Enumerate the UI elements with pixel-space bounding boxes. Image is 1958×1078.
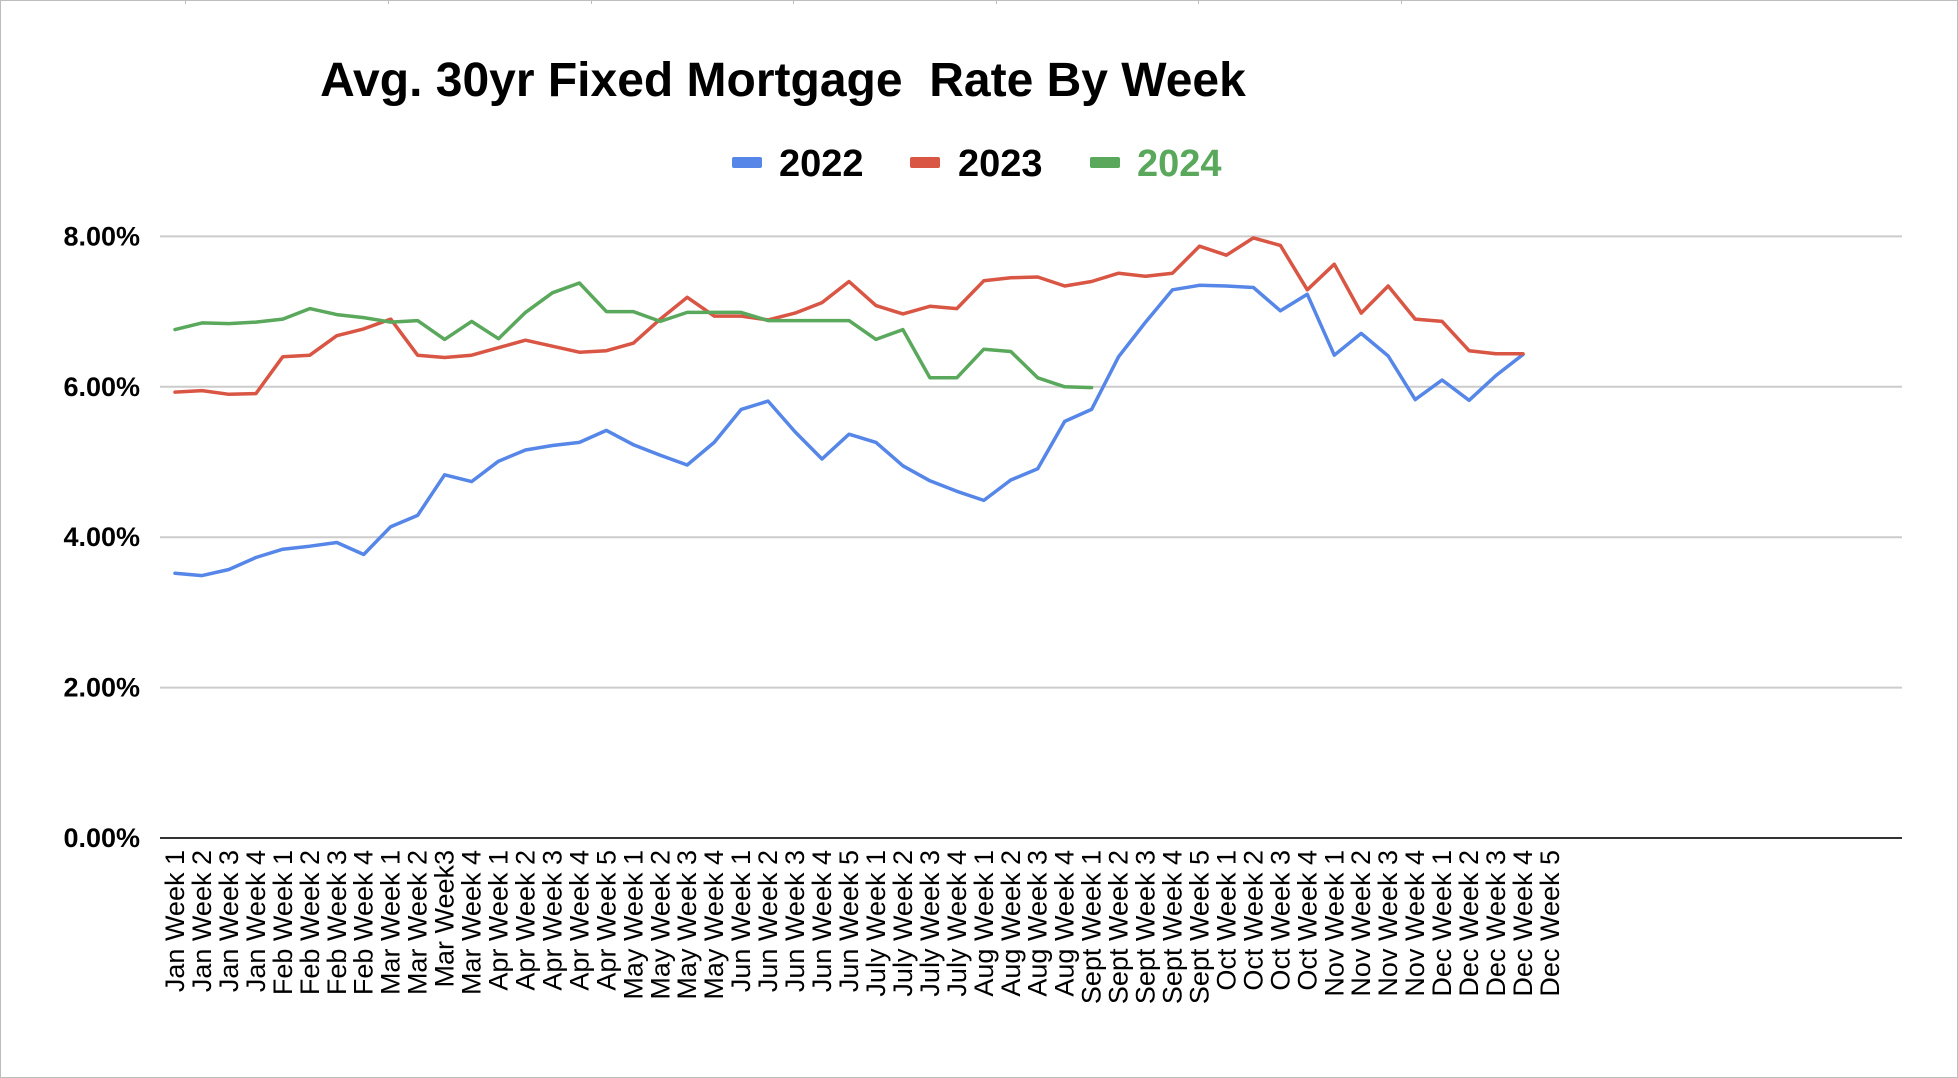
x-tick-label: Sept Week 3 <box>1131 850 1161 1004</box>
x-tick-label: Mar Week3 <box>430 850 460 988</box>
x-tick-label: Sept Week 1 <box>1077 850 1107 1004</box>
series-line-2023 <box>173 236 1525 397</box>
legend-swatch-2023 <box>910 157 940 168</box>
legend-label-2023: 2023 <box>958 143 1043 185</box>
x-tick-label: Feb Week 3 <box>322 850 352 995</box>
x-tick-label: July Week 3 <box>915 850 945 997</box>
x-tick-label: Nov Week 4 <box>1400 850 1430 997</box>
y-tick-label: 0.00% <box>63 823 140 853</box>
x-tick-label: Apr Week 3 <box>537 850 567 991</box>
x-tick-label: Jan Week 1 <box>160 850 190 992</box>
x-tick-label: Sept Week 4 <box>1158 850 1188 1004</box>
chart-legend: 2022 2023 2024 <box>732 143 1222 185</box>
x-tick-label: Nov Week 1 <box>1319 850 1349 997</box>
x-tick-label: Dec Week 1 <box>1427 850 1457 997</box>
x-tick-label: Jun Week 4 <box>807 850 837 992</box>
x-tick-label: Aug Week 1 <box>969 850 999 997</box>
x-tick-label: Mar Week 2 <box>403 850 433 995</box>
x-tick-label: Dec Week 5 <box>1535 850 1565 997</box>
x-tick-label: Apr Week 1 <box>484 850 514 991</box>
x-tick-label: Aug Week 4 <box>1050 850 1080 997</box>
x-tick-label: Feb Week 4 <box>349 850 379 995</box>
x-tick-label: May Week 2 <box>645 850 675 1000</box>
x-tick-label: Jan Week 2 <box>187 850 217 992</box>
x-tick-label: July Week 4 <box>942 850 972 997</box>
x-tick-label: Jun Week 3 <box>780 850 810 992</box>
legend-swatch-2022 <box>732 157 762 168</box>
x-tick-label: Aug Week 3 <box>1023 850 1053 997</box>
x-tick-label: Feb Week 2 <box>295 850 325 995</box>
chart-title: Avg. 30yr Fixed Mortgage Rate By Week <box>320 54 1246 107</box>
legend-label-2024: 2024 <box>1137 143 1222 185</box>
x-tick-label: Oct Week 1 <box>1211 850 1241 991</box>
y-tick-label: 4.00% <box>63 522 140 552</box>
x-tick-label: Oct Week 3 <box>1265 850 1295 991</box>
x-tick-label: Nov Week 3 <box>1373 850 1403 997</box>
x-tick-label: Jan Week 3 <box>214 850 244 992</box>
x-tick-label: Jun Week 2 <box>753 850 783 992</box>
x-tick-label: Apr Week 5 <box>591 850 621 991</box>
x-tick-label: Mar Week 1 <box>376 850 406 995</box>
x-tick-label: May Week 3 <box>672 850 702 1000</box>
x-tick-label: Feb Week 1 <box>268 850 298 995</box>
x-tick-label: Dec Week 2 <box>1454 850 1484 997</box>
y-tick-label: 6.00% <box>63 372 140 402</box>
x-tick-label: Aug Week 2 <box>996 850 1026 997</box>
x-tick-label: Jun Week 5 <box>834 850 864 992</box>
chart-series <box>173 236 1525 578</box>
chart-gridlines <box>160 235 1902 839</box>
x-tick-label: Dec Week 4 <box>1508 850 1538 997</box>
x-tick-label: Dec Week 3 <box>1481 850 1511 997</box>
x-tick-label: Oct Week 4 <box>1292 850 1322 991</box>
y-axis-ticks: 0.00% 2.00% 4.00% 6.00% 8.00% <box>63 221 140 853</box>
series-line-2024 <box>173 281 1094 390</box>
legend-swatch-2024 <box>1090 157 1120 168</box>
y-tick-label: 8.00% <box>63 221 140 251</box>
x-tick-label: July Week 1 <box>861 850 891 997</box>
x-tick-label: Sept Week 5 <box>1184 850 1214 1004</box>
x-tick-label: Apr Week 4 <box>564 850 594 991</box>
series-line-2022 <box>173 283 1525 578</box>
legend-label-2022: 2022 <box>779 143 864 185</box>
x-tick-label: Apr Week 2 <box>510 850 540 991</box>
x-tick-label: Mar Week 4 <box>457 850 487 995</box>
x-tick-label: Jun Week 1 <box>726 850 756 992</box>
x-tick-label: Sept Week 2 <box>1104 850 1134 1004</box>
x-tick-label: Jan Week 4 <box>241 850 271 992</box>
x-tick-label: May Week 1 <box>618 850 648 1000</box>
frame-top-ticks <box>0 0 1958 4</box>
x-tick-label: Nov Week 2 <box>1346 850 1376 997</box>
x-tick-label: Oct Week 2 <box>1238 850 1268 991</box>
x-tick-label: July Week 2 <box>888 850 918 997</box>
x-tick-label: May Week 4 <box>699 850 729 1000</box>
y-tick-label: 2.00% <box>63 673 140 703</box>
